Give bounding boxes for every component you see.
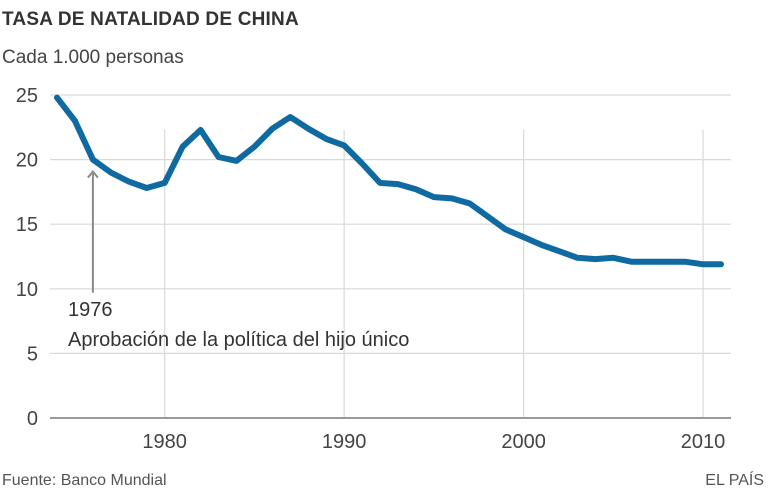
- x-tick-label: 1990: [322, 431, 367, 453]
- y-tick-label: 0: [27, 408, 38, 430]
- series-group: [54, 94, 724, 268]
- y-tick-label: 20: [16, 150, 38, 172]
- x-tick-label: 2000: [501, 431, 546, 453]
- y-tick-label: 10: [16, 279, 38, 301]
- x-tick-label: 2010: [681, 431, 726, 453]
- y-tick-label: 25: [16, 85, 38, 107]
- chart-subtitle: Cada 1.000 personas: [2, 47, 184, 68]
- grid: [50, 94, 731, 418]
- source-note: Fuente: Banco Mundial: [2, 472, 167, 489]
- y-tick-label: 5: [27, 343, 38, 365]
- line-chart: 0 5 10 15 20 25 1980 1990 2000 2010 1976 Aprobac…: [16, 85, 731, 453]
- chart-title: TASA DE NATALIDAD DE CHINA: [2, 9, 299, 30]
- series-line: [54, 94, 724, 268]
- annotation-year: 1976: [68, 299, 113, 321]
- arrow-up-icon: [87, 170, 99, 179]
- annotation-text: Aprobación de la política del hijo único: [68, 329, 409, 351]
- y-tick-label: 15: [16, 214, 38, 236]
- annotation: 1976 Aprobación de la política del hijo …: [68, 170, 409, 351]
- x-tick-label: 1980: [142, 431, 187, 453]
- y-axis-ticks: 0 5 10 15 20 25: [16, 85, 38, 430]
- x-axis-ticks: 1980 1990 2000 2010: [142, 431, 725, 453]
- brand-logo: EL PAÍS: [705, 472, 764, 489]
